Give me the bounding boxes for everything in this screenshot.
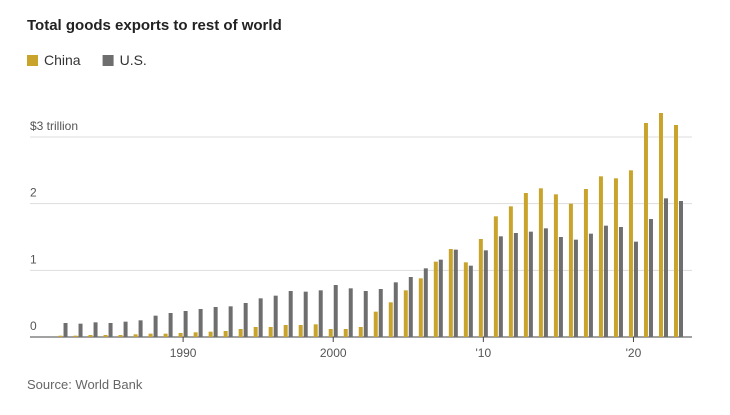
- bar: [73, 335, 78, 337]
- bar: [508, 206, 513, 337]
- y-tick-label: 0: [30, 319, 37, 333]
- bar: [543, 228, 548, 337]
- bar: [183, 311, 188, 337]
- bar: [538, 188, 543, 337]
- bar: [333, 285, 338, 337]
- bar: [513, 233, 518, 337]
- x-tick-label: '20: [626, 346, 642, 360]
- bar: [393, 282, 398, 337]
- bar: [228, 306, 233, 337]
- bar: [618, 227, 623, 337]
- bar: [163, 333, 168, 337]
- bar: [313, 324, 318, 337]
- bar: [643, 123, 648, 337]
- legend-label: China: [44, 52, 81, 68]
- bar: [373, 311, 378, 337]
- legend-label: U.S.: [120, 52, 147, 68]
- bar: [673, 125, 678, 337]
- bar: [483, 250, 488, 337]
- bar: [588, 233, 593, 337]
- bar: [553, 194, 558, 337]
- bar: [648, 219, 653, 337]
- bar: [88, 335, 93, 337]
- legend-swatch: [27, 55, 38, 66]
- bar: [208, 331, 213, 337]
- bar: [318, 290, 323, 337]
- bar: [273, 295, 278, 337]
- bar: [213, 307, 218, 337]
- bar: [363, 291, 368, 337]
- bar: [598, 176, 603, 337]
- bar: [103, 335, 108, 337]
- bar: [58, 335, 63, 337]
- bar: [528, 231, 533, 337]
- bar: [328, 329, 333, 337]
- bar: [633, 241, 638, 337]
- bar: [108, 323, 113, 337]
- bar: [133, 334, 138, 337]
- bar: [198, 309, 203, 337]
- bar: [118, 335, 123, 337]
- bar: [453, 249, 458, 337]
- bar: [678, 201, 683, 337]
- bar: [378, 289, 383, 337]
- bar: [193, 332, 198, 337]
- bar: [423, 268, 428, 337]
- x-tick-label: 1990: [170, 346, 197, 360]
- x-tick-label: 2000: [320, 346, 347, 360]
- bar: [658, 113, 663, 337]
- bar: [438, 259, 443, 337]
- source: Source: World Bank: [27, 377, 143, 392]
- bar: [153, 315, 158, 337]
- bar: [268, 327, 273, 337]
- y-tick-label: 1: [30, 252, 37, 266]
- bar: [408, 277, 413, 337]
- bar: [433, 261, 438, 337]
- bar: [498, 236, 503, 337]
- bar: [448, 249, 453, 337]
- bar: [343, 329, 348, 337]
- bar: [358, 327, 363, 337]
- bar: [123, 321, 128, 337]
- bar: [178, 333, 183, 337]
- bar: [613, 178, 618, 337]
- y-tick-label: $3 trillion: [30, 119, 78, 133]
- bar: [493, 216, 498, 337]
- bar: [403, 290, 408, 337]
- bar: [468, 265, 473, 337]
- bar: [663, 198, 668, 337]
- bar: [148, 333, 153, 337]
- bar: [93, 322, 98, 337]
- x-tick-label: '10: [476, 346, 492, 360]
- bar: [288, 291, 293, 337]
- bar: [523, 193, 528, 337]
- bar: [63, 323, 68, 337]
- bar: [78, 323, 83, 337]
- bar: [348, 288, 353, 337]
- bar: [283, 325, 288, 337]
- y-tick-label: 2: [30, 186, 37, 200]
- bar: [238, 329, 243, 337]
- bar: [243, 303, 248, 337]
- bar: [573, 239, 578, 337]
- bar: [303, 291, 308, 337]
- bar: [258, 298, 263, 337]
- bar: [388, 302, 393, 337]
- bar: [253, 327, 258, 337]
- bar: [558, 237, 563, 337]
- legend-swatch: [102, 55, 114, 66]
- chart-title: Total goods exports to rest of world: [27, 17, 282, 34]
- bar: [583, 189, 588, 337]
- bar: [603, 225, 608, 337]
- bar: [223, 331, 228, 337]
- bar: [478, 239, 483, 337]
- bar: [138, 320, 143, 337]
- bar: [418, 278, 423, 337]
- bar: [298, 325, 303, 337]
- bar: [568, 203, 573, 337]
- bar: [463, 262, 468, 337]
- bar: [168, 313, 173, 337]
- bar: [628, 170, 633, 337]
